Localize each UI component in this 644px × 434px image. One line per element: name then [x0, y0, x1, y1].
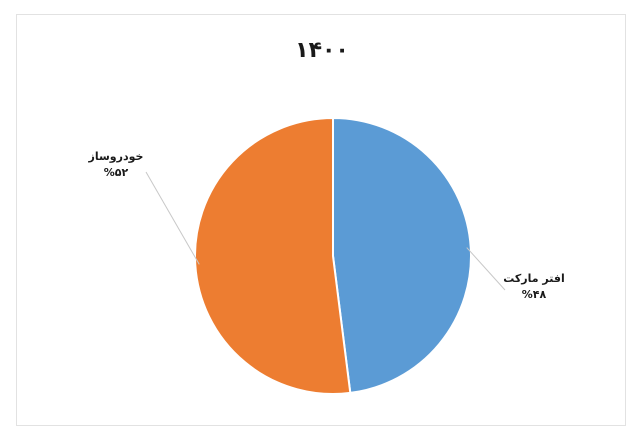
chart-border [16, 14, 626, 426]
pie-slice-2 [194, 116, 352, 395]
slice-value-label: %۵۲ [104, 166, 129, 179]
leader-line-2 [145, 171, 200, 265]
slice-category-label: خودروساز [88, 150, 144, 163]
slice-category-label: افتر مارکت [503, 272, 564, 285]
leader-line-1 [466, 247, 506, 291]
chart-title: ۱۴۰۰ [295, 38, 349, 63]
pie-slice-1 [332, 116, 472, 395]
slice-value-label: %۴۸ [522, 288, 547, 301]
